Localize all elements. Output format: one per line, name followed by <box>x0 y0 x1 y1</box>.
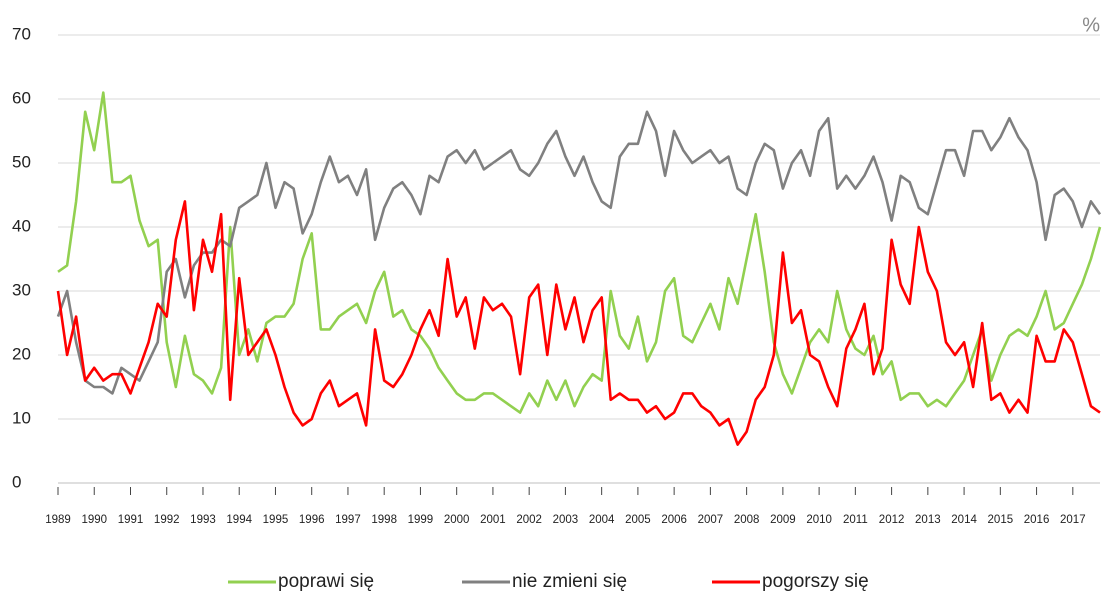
legend-label: poprawi się <box>278 571 374 592</box>
series-line <box>56 110 1102 395</box>
x-tick-label: 2003 <box>553 514 579 526</box>
x-tick-label: 1998 <box>371 514 397 526</box>
y-tick-label: 60 <box>12 88 31 107</box>
x-tick-label: 2011 <box>843 514 868 526</box>
y-tick-label: 10 <box>12 408 31 427</box>
series-line <box>56 200 1101 446</box>
x-tick-label: 1996 <box>299 514 325 526</box>
y-tick-label: 50 <box>12 152 31 171</box>
x-tick-label: 2016 <box>1024 514 1050 526</box>
x-tick-label: 2001 <box>480 514 506 526</box>
x-tick-label: 2004 <box>589 514 615 526</box>
x-tick-label: 2015 <box>988 514 1014 526</box>
x-tick-label: 1989 <box>45 514 71 526</box>
x-tick-label: 1990 <box>81 514 107 526</box>
legend-label: pogorszy się <box>762 571 869 592</box>
x-tick-label: 1993 <box>190 514 216 526</box>
legend-label: nie zmieni się <box>512 571 627 592</box>
x-tick-label: 1997 <box>335 514 361 526</box>
y-tick-label: 30 <box>12 280 31 299</box>
y-unit: % <box>1082 14 1100 36</box>
y-tick-label: 0 <box>12 472 21 491</box>
x-tick-label: 2000 <box>444 514 470 526</box>
x-tick-label: 2008 <box>734 514 760 526</box>
x-tick-label: 2014 <box>951 514 977 526</box>
x-tick-label: 2012 <box>879 514 905 526</box>
x-tick-label: 2006 <box>661 514 687 526</box>
x-tick-label: 1992 <box>154 514 180 526</box>
x-tick-label: 2010 <box>806 514 832 526</box>
x-tick-label: 2013 <box>915 514 941 526</box>
x-tick-label: 2005 <box>625 514 651 526</box>
y-tick-label: 20 <box>12 344 31 363</box>
x-tick-label: 1995 <box>263 514 289 526</box>
x-tick-label: 2017 <box>1060 514 1086 526</box>
x-tick-label: 1999 <box>408 514 434 526</box>
x-tick-label: 2009 <box>770 514 796 526</box>
x-tick-label: 1991 <box>118 514 144 526</box>
y-tick-label: 70 <box>12 24 31 43</box>
x-tick-label: 1994 <box>226 514 252 526</box>
x-tick-label: 2007 <box>698 514 724 526</box>
series-line <box>57 91 1102 414</box>
y-tick-label: 40 <box>12 216 31 235</box>
x-tick-label: 2002 <box>516 514 542 526</box>
